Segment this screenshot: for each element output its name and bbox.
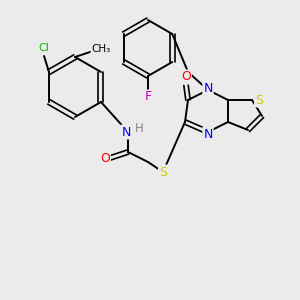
Text: N: N — [203, 82, 213, 94]
Text: N: N — [203, 128, 213, 140]
Text: O: O — [100, 152, 110, 164]
Text: S: S — [255, 94, 263, 106]
Text: Cl: Cl — [39, 43, 50, 53]
Text: CH₃: CH₃ — [92, 44, 111, 54]
Text: F: F — [144, 91, 152, 103]
Text: S: S — [159, 166, 167, 178]
Text: H: H — [135, 122, 143, 136]
Text: N: N — [121, 125, 131, 139]
Text: O: O — [181, 70, 191, 83]
